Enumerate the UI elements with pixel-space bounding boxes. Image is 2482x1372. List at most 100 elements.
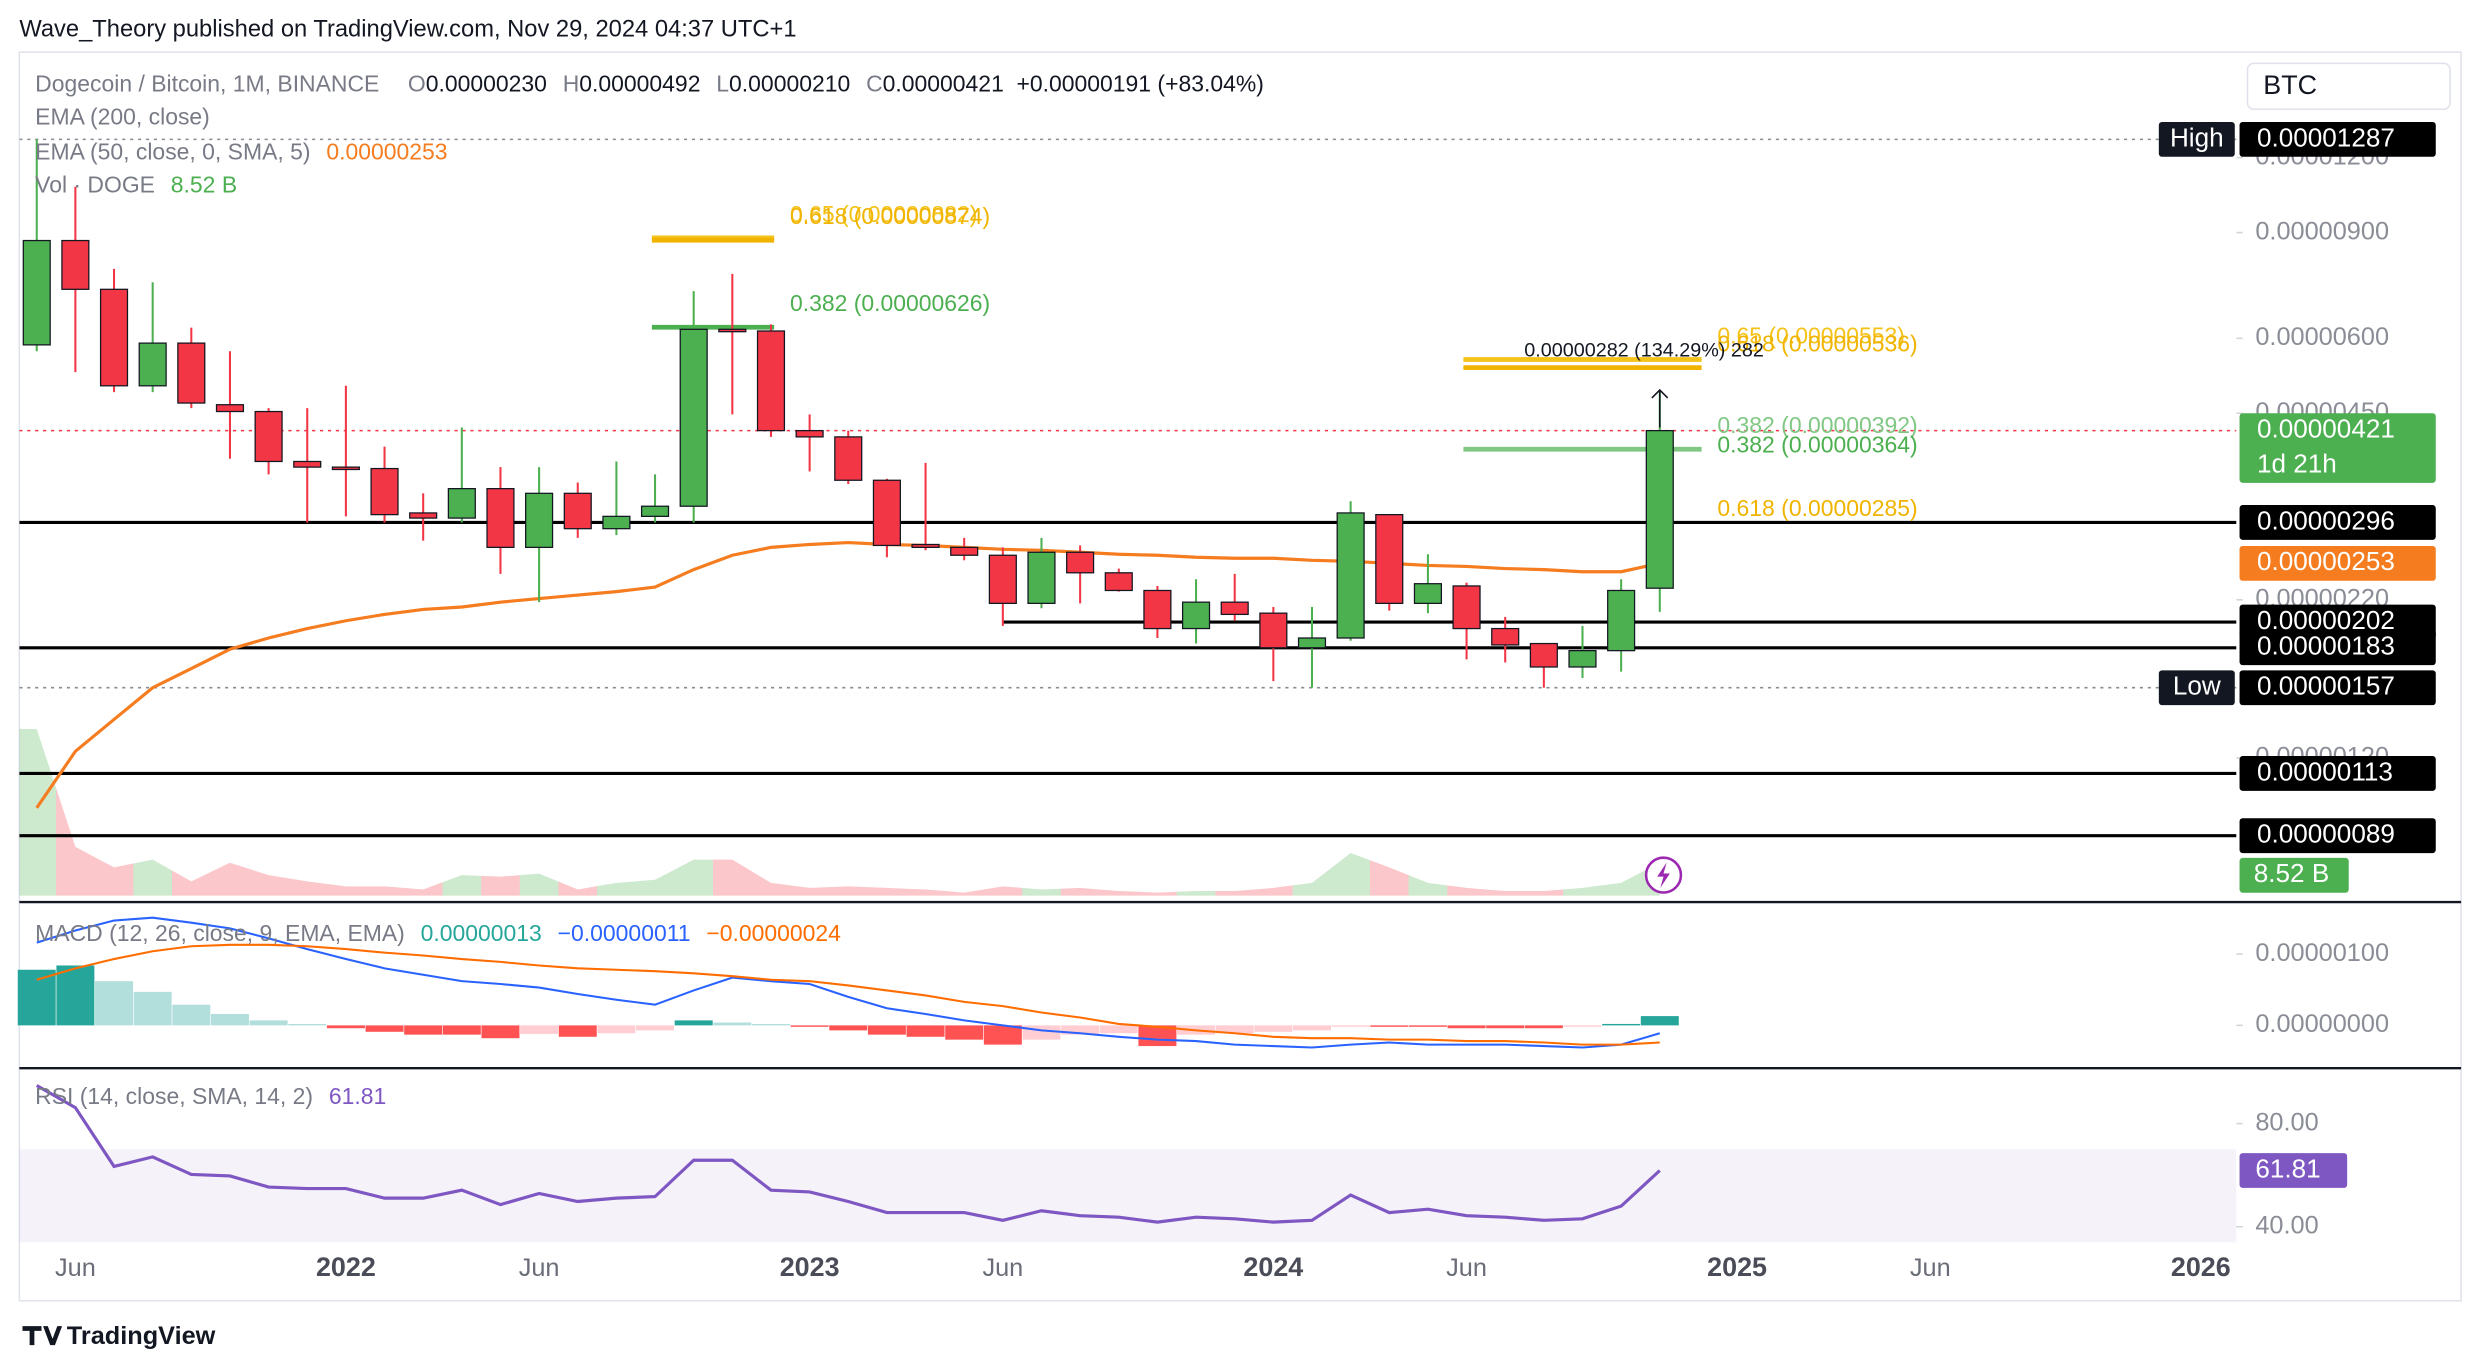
volume-area [1292, 867, 1332, 896]
candle-body [293, 460, 322, 468]
legend-part: −0.00000011 [558, 920, 691, 946]
candle-body [679, 328, 708, 507]
legend-part: Vol · DOGE [35, 172, 155, 198]
x-tick-label: 2026 [2171, 1252, 2231, 1282]
candle-body [1027, 551, 1056, 604]
candle-body [1375, 514, 1404, 604]
y-tick-label: 0.00000600 [2255, 323, 2389, 351]
candle-body [1607, 589, 1636, 652]
candle-body [872, 479, 901, 547]
price-tag-label: Low [2173, 671, 2221, 701]
macd-histogram [442, 1025, 481, 1035]
legend-part: −0.00000024 [706, 920, 841, 946]
macd-histogram [1331, 1025, 1370, 1027]
x-tick-label: Jun [519, 1254, 560, 1282]
macd-histogram [945, 1025, 984, 1040]
macd-histogram [404, 1025, 443, 1035]
legend-part: O [408, 71, 426, 97]
candle-body [795, 429, 824, 438]
legend-part: Dogecoin / Bitcoin, 1M, BINANCE [35, 71, 379, 97]
candle-body [138, 342, 167, 387]
volume-area [1254, 885, 1293, 896]
x-tick-label: Jun [1910, 1254, 1951, 1282]
volume-area [519, 873, 559, 896]
candle-body [447, 487, 476, 519]
macd-histogram [1408, 1025, 1447, 1027]
macd-histogram [983, 1025, 1022, 1045]
macd-histogram [1215, 1025, 1254, 1034]
x-tick-label: 2024 [1243, 1252, 1303, 1282]
volume-area [56, 787, 95, 896]
currency: BTC [2263, 70, 2317, 100]
fib-label: 0.618 (0.00000285) [1717, 495, 1917, 521]
legend-part: H [563, 71, 580, 97]
y-tick-label: 0.00000000 [2255, 1010, 2389, 1038]
macd-histogram [906, 1025, 945, 1037]
volume-area [1524, 889, 1564, 896]
fib-label: 0.382 (0.00000364) [1717, 431, 1917, 457]
price-badge-label: 0.00000421 [2257, 414, 2395, 444]
volume-area [635, 869, 675, 896]
volume-area [674, 859, 714, 896]
macd-histogram [481, 1025, 520, 1039]
legend: EMA (50, close, 0, SMA, 5) 0.00000253 [35, 139, 447, 165]
candle-body [1645, 429, 1674, 589]
candle-body [22, 239, 51, 346]
y-tick-label: 80.00 [2255, 1108, 2318, 1136]
volume-area [442, 875, 482, 896]
macd-histogram [172, 1004, 211, 1026]
volume-badge [2239, 857, 2349, 893]
price-tag-label: High [2170, 122, 2224, 152]
x-tick-label: 2023 [780, 1252, 840, 1282]
macd-histogram [1254, 1025, 1293, 1032]
volume-area [1060, 887, 1100, 896]
volume-area [867, 887, 907, 896]
candle-body [950, 546, 979, 556]
legend-part: 0.00000013 [421, 920, 542, 946]
macd-histogram [326, 1025, 365, 1029]
candle-body [1181, 601, 1211, 630]
volume-area [1022, 887, 1061, 896]
macd-histogram [210, 1013, 249, 1026]
volume-area [365, 886, 404, 896]
legend-part: MACD (12, 26, close, 9, EMA, EMA) [35, 920, 405, 946]
candle-body [61, 239, 90, 290]
price-badge [2239, 413, 2436, 483]
x-tick-label: 2022 [316, 1252, 376, 1282]
volume-area [171, 870, 211, 896]
volume-area [94, 857, 134, 896]
fib-label: 0.618 (0.00000536) [1717, 331, 1917, 357]
volume-badge-label: 8.52 B [2254, 858, 2330, 888]
legend-part: 8.52 B [171, 172, 237, 198]
price-badge-label: 0.00000089 [2257, 819, 2395, 849]
volume-area [210, 862, 250, 896]
volume-area [558, 881, 598, 896]
candle-body [988, 554, 1017, 604]
candle-body [1220, 601, 1249, 616]
x-tick-label: Jun [982, 1254, 1023, 1282]
price-badge [2239, 545, 2436, 581]
macd-histogram [1563, 1025, 1602, 1027]
macd-histogram [1099, 1025, 1138, 1034]
price-badge [2239, 630, 2436, 666]
macd-histogram [17, 969, 56, 1026]
candle-body [486, 487, 515, 549]
legend-part: 61.81 [329, 1083, 386, 1109]
volume-area [1485, 889, 1525, 896]
macd-histogram [1640, 1016, 1679, 1026]
candle-body [1413, 583, 1443, 604]
legend-part: 0.00000210 [729, 71, 850, 97]
legend-part: 0.00000421 [883, 71, 1004, 97]
currency-box[interactable] [2246, 62, 2451, 110]
fib-label: 0.618 (0.00000874) [790, 203, 990, 229]
volume-area [597, 881, 636, 896]
volume-area [828, 886, 868, 896]
candle-body [1491, 627, 1520, 646]
price-badge-sub: 1d 21h [2257, 448, 2337, 478]
macd-histogram [1486, 1025, 1525, 1029]
macd-histogram [1061, 1025, 1100, 1035]
fib-label: 0.382 (0.00000626) [790, 290, 990, 316]
rsi-pane [19, 1084, 2237, 1243]
volume-area [1176, 891, 1216, 896]
